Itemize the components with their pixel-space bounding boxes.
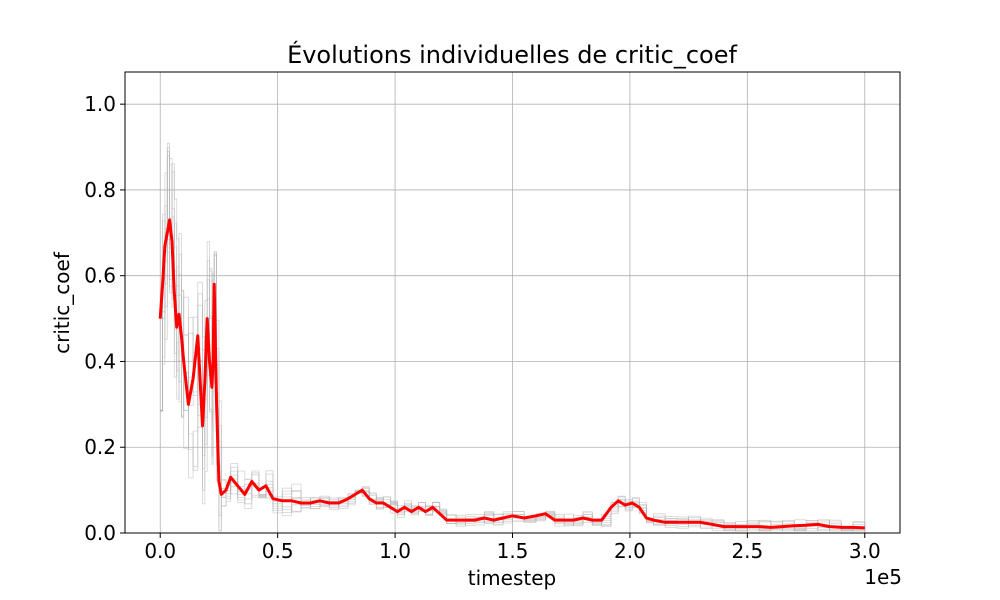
y-tick-label: 0.4 — [84, 349, 116, 373]
y-tick-label: 0.6 — [84, 264, 116, 288]
x-tick-label: 2.5 — [731, 539, 763, 563]
x-tick-label: 1.5 — [497, 539, 529, 563]
x-tick-label: 2.0 — [614, 539, 646, 563]
x-tick-label: 1.0 — [379, 539, 411, 563]
y-tick-label: 1.0 — [84, 92, 116, 116]
x-axis-label: timestep — [468, 566, 556, 590]
x-tick-label: 0.0 — [144, 539, 176, 563]
mean-series-line — [158, 218, 865, 530]
y-axis-label: critic_coef — [50, 251, 74, 354]
y-tick-label: 0.2 — [84, 435, 116, 459]
x-tick-label: 3.0 — [849, 539, 881, 563]
y-tick-label: 0.0 — [84, 521, 116, 545]
y-tick-label: 0.8 — [84, 178, 116, 202]
x-tick-label: 0.5 — [262, 539, 294, 563]
mean-series — [158, 218, 865, 530]
grid-lines — [125, 72, 900, 534]
x-axis-offset-label: 1e5 — [864, 565, 902, 589]
axis-ticks: 0.0 0.5 1.0 1.5 2.0 2.5 3.0 0.0 0.2 0.4 0.6 0.8 1.0 — [84, 92, 880, 563]
chart-title: Évolutions individuelles de critic_coef — [287, 40, 737, 69]
